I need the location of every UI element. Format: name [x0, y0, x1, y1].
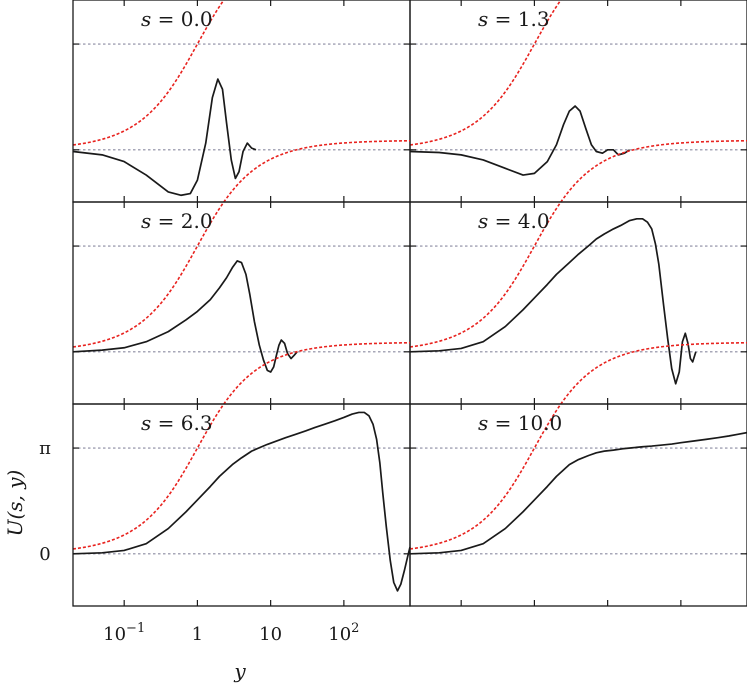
kink-solution-series — [409, 0, 562, 146]
y-tick-label: π — [39, 438, 51, 459]
numerical-solution-series — [409, 217, 697, 385]
x-axis-label: y — [233, 659, 246, 683]
y-axis-label: U(s, y) — [3, 470, 27, 537]
panel-frame — [409, 0, 747, 203]
panel-label: s = 4.0 — [478, 209, 550, 233]
panel-label: s = 0.0 — [141, 7, 213, 31]
x-tick-label: 10 — [259, 624, 282, 645]
panel-frame — [409, 201, 747, 405]
kink-solution-series — [72, 139, 411, 348]
panel-frame — [409, 403, 747, 607]
kink-solution-series — [409, 341, 747, 550]
panel-2: s = 1.3 — [409, 0, 747, 203]
panel-3: s = 2.0 — [72, 139, 411, 405]
y-tick-label: 0 — [39, 544, 50, 565]
panel-frame — [72, 0, 411, 203]
numerical-solution-series — [72, 411, 411, 592]
kink-solution-series — [72, 341, 411, 550]
kink-solution-series — [72, 0, 225, 146]
kink-solution-series — [409, 139, 747, 348]
panel-label: s = 6.3 — [141, 411, 213, 435]
panel-5: s = 6.3 — [72, 341, 411, 607]
x-tick-label: 1 — [192, 624, 203, 645]
x-tick-label: 102 — [328, 621, 359, 645]
panel-frame — [72, 403, 411, 607]
panel-label: s = 2.0 — [141, 209, 213, 233]
panel-6: s = 10.0 — [409, 341, 747, 607]
panel-label: s = 10.0 — [478, 411, 562, 435]
panel-4: s = 4.0 — [409, 139, 747, 405]
x-tick-label: 10−1 — [103, 621, 145, 645]
numerical-solution-series — [409, 105, 631, 176]
numerical-solution-series — [72, 78, 257, 197]
numerical-solution-series — [72, 260, 298, 373]
panel-frame — [72, 201, 411, 405]
panel-1: s = 0.0 — [72, 0, 411, 203]
panel-label: s = 1.3 — [478, 7, 550, 31]
numerical-solution-series — [409, 431, 747, 555]
